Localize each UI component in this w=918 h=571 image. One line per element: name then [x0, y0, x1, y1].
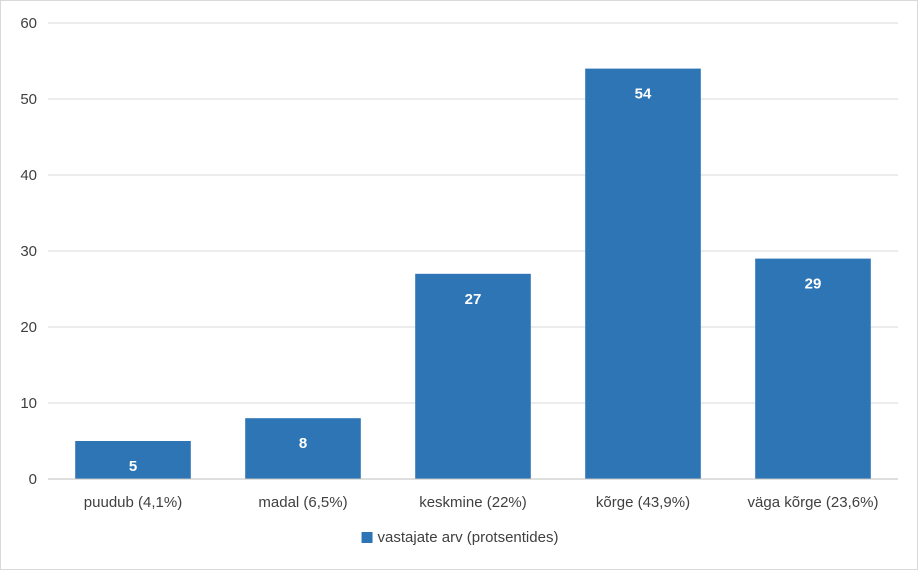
y-tick-label: 50	[20, 91, 37, 108]
x-tick-label: puudub (4,1%)	[84, 494, 182, 511]
bars	[75, 68, 871, 479]
bar	[75, 441, 191, 479]
legend-swatch	[361, 532, 373, 543]
data-label: 8	[299, 435, 307, 452]
y-tick-label: 60	[20, 15, 37, 32]
data-labels: 5 8 27 54 29	[129, 86, 822, 475]
y-tick-label: 10	[20, 395, 37, 412]
bar	[245, 418, 361, 479]
y-tick-label: 20	[20, 319, 37, 336]
data-label: 27	[465, 291, 482, 308]
data-label: 29	[805, 276, 822, 293]
y-tick-label: 0	[29, 471, 37, 488]
y-tick-label: 40	[20, 167, 37, 184]
y-tick-label: 30	[20, 243, 37, 260]
legend: vastajate arv (protsentides)	[361, 529, 559, 546]
bar	[755, 258, 871, 479]
bar	[585, 68, 701, 479]
data-label: 5	[129, 458, 137, 475]
bar	[415, 273, 531, 479]
x-tick-label: madal (6,5%)	[258, 494, 347, 511]
x-tick-label: keskmine (22%)	[419, 494, 527, 511]
x-tick-label: kõrge (43,9%)	[596, 494, 690, 511]
axes: 0 10 20 30 40 50 60 puudub (4,1%) madal (6,5%) ke…	[20, 15, 898, 511]
legend-label: vastajate arv (protsentides)	[378, 529, 559, 546]
x-tick-label: väga kõrge (23,6%)	[748, 494, 879, 511]
data-label: 54	[635, 86, 652, 103]
